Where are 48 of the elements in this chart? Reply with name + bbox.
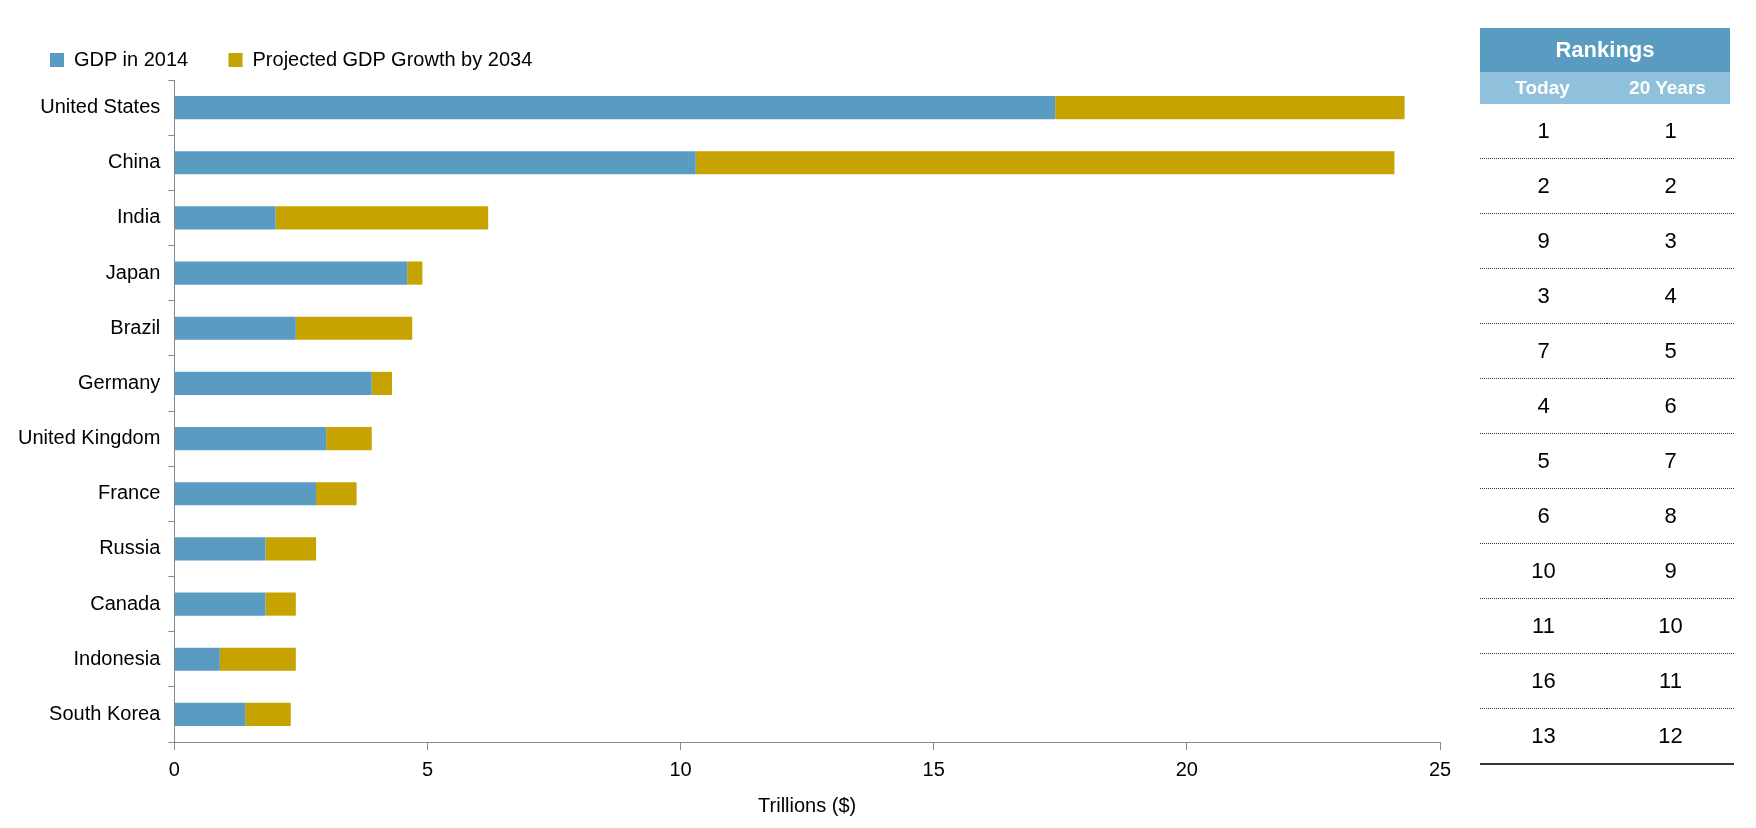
legend-label: GDP in 2014 [74,47,189,70]
x-tick-label: 25 [1428,757,1452,780]
y-tick-label: India [116,205,162,228]
data-label: 2 [1480,158,1607,214]
data-label: 10 [1607,598,1734,654]
data-label: 6 [1480,488,1607,544]
x-tick-label: Today [1480,72,1605,104]
x-tick-label: 5 [421,757,434,780]
y-tick-label: South Korea [49,701,162,724]
data-label: 11 [1480,598,1607,654]
data-label: 16 [1480,653,1607,709]
x-axis-title: Trillions ($) [758,793,857,816]
y-tick-label: France [98,481,161,504]
y-tick-label: United States [40,95,161,118]
data-label: 5 [1607,323,1734,379]
data-label: 4 [1607,268,1734,324]
data-label: 9 [1480,213,1607,269]
data-label: 7 [1607,433,1734,489]
data-label: 2 [1607,158,1734,214]
y-tick-label: Indonesia [73,646,162,669]
data-label: 9 [1607,543,1734,599]
y-tick-label: Brazil [110,315,161,338]
y-tick-label: Russia [99,536,162,559]
y-tick-label: Japan [105,260,161,283]
x-tick-label: 20 [1175,757,1198,780]
data-label: 6 [1607,378,1734,434]
data-label: 10 [1480,543,1607,599]
data-label: 8 [1607,488,1734,544]
chart-title: Rankings [1480,28,1730,72]
data-label: 1 [1480,104,1607,159]
y-tick-label: United Kingdom [17,426,161,449]
data-label: 11 [1607,653,1734,709]
data-label: 1 [1607,104,1734,159]
data-label: 3 [1480,268,1607,324]
x-tick-label: 0 [168,757,180,780]
data-label: 12 [1607,708,1734,764]
data-label: 13 [1480,708,1607,764]
legend-label: Projected GDP Growth by 2034 [252,47,533,70]
y-tick-label: Germany [78,370,161,393]
x-tick-label: 15 [922,757,945,780]
data-label: 7 [1480,323,1607,379]
data-label: 5 [1480,433,1607,489]
data-label: 4 [1480,378,1607,434]
y-tick-label: Canada [90,591,162,614]
y-tick-label: China [108,150,162,173]
data-label: 3 [1607,213,1734,269]
x-tick-label: 20 Years [1605,72,1730,104]
x-tick-label: 10 [669,757,692,780]
